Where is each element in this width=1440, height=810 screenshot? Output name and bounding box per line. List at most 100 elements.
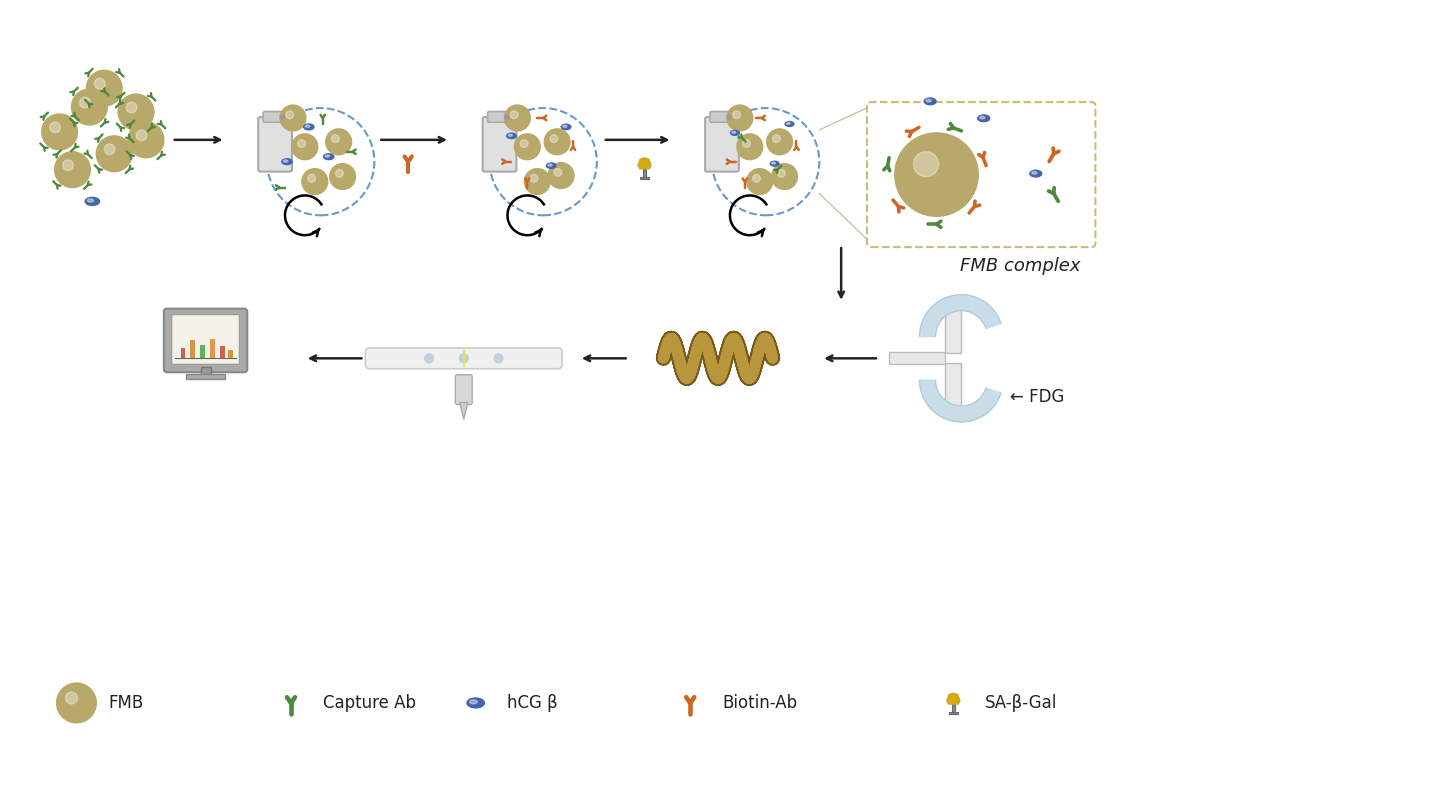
Polygon shape (948, 693, 960, 704)
Bar (888, 352, 946, 365)
Ellipse shape (304, 124, 314, 130)
Ellipse shape (547, 164, 552, 166)
Circle shape (950, 698, 953, 701)
Circle shape (778, 169, 785, 177)
Circle shape (62, 160, 73, 171)
Bar (210, 339, 215, 358)
Ellipse shape (772, 162, 776, 164)
Text: SA-β-Gal: SA-β-Gal (985, 694, 1057, 712)
Circle shape (733, 111, 740, 118)
Circle shape (514, 134, 540, 160)
Ellipse shape (546, 163, 556, 168)
Bar (228, 351, 233, 358)
Circle shape (953, 697, 958, 701)
Circle shape (287, 111, 294, 118)
Circle shape (913, 151, 939, 177)
Circle shape (55, 151, 91, 187)
FancyBboxPatch shape (488, 112, 511, 122)
Polygon shape (638, 158, 651, 168)
Circle shape (86, 70, 122, 106)
Circle shape (510, 111, 518, 118)
Circle shape (308, 174, 315, 182)
Ellipse shape (282, 159, 292, 164)
Bar (200, 345, 204, 358)
Ellipse shape (1031, 172, 1037, 174)
Circle shape (325, 129, 351, 155)
Circle shape (505, 115, 508, 119)
Circle shape (520, 139, 528, 147)
Bar (952, 705, 955, 713)
FancyBboxPatch shape (171, 314, 239, 364)
FancyBboxPatch shape (366, 347, 562, 369)
Circle shape (127, 102, 137, 113)
Ellipse shape (507, 133, 516, 139)
Ellipse shape (324, 154, 334, 160)
Circle shape (727, 115, 732, 119)
Ellipse shape (924, 98, 936, 104)
Circle shape (56, 683, 96, 723)
Bar (180, 348, 184, 358)
Circle shape (641, 163, 645, 166)
Ellipse shape (88, 199, 94, 202)
Bar (949, 712, 958, 714)
Ellipse shape (770, 161, 779, 166)
FancyBboxPatch shape (258, 117, 292, 172)
Circle shape (331, 134, 340, 143)
Circle shape (894, 133, 978, 216)
Polygon shape (920, 295, 1001, 336)
Polygon shape (920, 380, 1001, 422)
Ellipse shape (284, 160, 288, 162)
Bar (186, 374, 226, 379)
FancyBboxPatch shape (164, 309, 248, 373)
Circle shape (72, 89, 107, 125)
Circle shape (494, 354, 503, 363)
Text: Capture Ab: Capture Ab (323, 694, 416, 712)
Circle shape (118, 94, 154, 130)
Circle shape (79, 97, 91, 108)
Circle shape (504, 105, 530, 131)
Bar (462, 350, 465, 367)
Ellipse shape (563, 126, 567, 127)
FancyBboxPatch shape (455, 375, 472, 404)
Ellipse shape (978, 115, 989, 122)
FancyBboxPatch shape (482, 117, 517, 172)
Bar (190, 340, 194, 358)
Text: FMB: FMB (108, 694, 144, 712)
Ellipse shape (467, 698, 484, 708)
Bar (200, 367, 210, 376)
Ellipse shape (785, 122, 793, 126)
Circle shape (302, 168, 328, 194)
Ellipse shape (85, 198, 99, 206)
Ellipse shape (508, 134, 513, 136)
Circle shape (330, 164, 356, 190)
Circle shape (772, 164, 798, 190)
Circle shape (96, 136, 132, 172)
Circle shape (298, 139, 305, 147)
Ellipse shape (732, 131, 736, 134)
Circle shape (554, 168, 562, 177)
FancyBboxPatch shape (706, 117, 739, 172)
Ellipse shape (469, 700, 477, 704)
Circle shape (50, 122, 60, 133)
Text: FMB complex: FMB complex (960, 257, 1081, 275)
Bar (946, 304, 962, 353)
Circle shape (425, 354, 433, 363)
Circle shape (42, 114, 78, 150)
Circle shape (641, 160, 645, 164)
Circle shape (544, 129, 570, 155)
Circle shape (772, 134, 780, 143)
Ellipse shape (325, 155, 330, 157)
FancyBboxPatch shape (710, 112, 734, 122)
Circle shape (737, 134, 763, 160)
Circle shape (292, 134, 318, 160)
Circle shape (743, 139, 750, 147)
Circle shape (727, 105, 753, 131)
Circle shape (279, 105, 305, 131)
Circle shape (137, 130, 147, 141)
Circle shape (459, 354, 468, 363)
Circle shape (530, 174, 539, 182)
Bar (644, 169, 645, 177)
Circle shape (65, 692, 78, 704)
Circle shape (644, 160, 647, 163)
Text: hCG β: hCG β (507, 694, 559, 712)
